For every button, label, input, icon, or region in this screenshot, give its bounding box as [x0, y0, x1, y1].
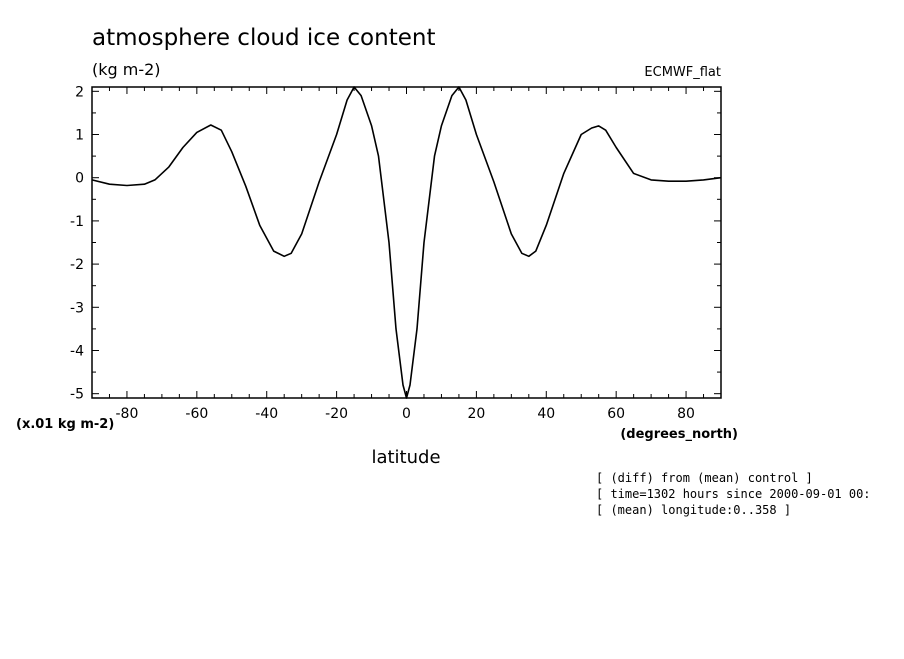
- x-tick-label: -40: [255, 406, 278, 422]
- x-tick-label: 0: [402, 406, 411, 422]
- x-tick-label: -60: [185, 406, 208, 422]
- x-tick-label: 40: [537, 406, 555, 422]
- plot-frame: [91, 86, 722, 399]
- note-diff: [ (diff) from (mean) control ]: [596, 471, 813, 485]
- x-axis-label: latitude: [371, 447, 440, 468]
- y-tick-label: -2: [70, 257, 84, 273]
- note-time: [ time=1302 hours since 2000-09-01 00:: [596, 487, 871, 501]
- y-tick-label: -3: [70, 300, 84, 316]
- y-tick-label: 0: [75, 171, 84, 187]
- chart-units: (kg m-2): [92, 60, 161, 79]
- y-tick-label: 2: [75, 84, 84, 100]
- y-tick-label: 1: [75, 128, 84, 144]
- x-tick-label: 80: [677, 406, 695, 422]
- chart-title: atmosphere cloud ice content: [92, 25, 435, 51]
- plot-axes: -80 -60 -40 -20 0 20 40 60 80 2 1 0 -1 -2 -3 -4 -5: [70, 84, 722, 422]
- y-tick-label: -4: [70, 343, 84, 359]
- x-tick-label: -20: [325, 406, 348, 422]
- x-tick-label: 20: [467, 406, 485, 422]
- note-longitude: [ (mean) longitude:0..358 ]: [596, 503, 791, 517]
- y-scale-label: (x.01 kg m-2): [16, 417, 114, 432]
- model-label: ECMWF_flat: [644, 65, 721, 80]
- x-tick-label: 60: [607, 406, 625, 422]
- x-tick-label: -80: [116, 406, 139, 422]
- y-tick-label: -1: [70, 214, 84, 230]
- y-tick-label: -5: [70, 387, 84, 403]
- x-units-label: (degrees_north): [620, 427, 738, 442]
- plot-series: [91, 86, 722, 399]
- series-line: [91, 86, 722, 399]
